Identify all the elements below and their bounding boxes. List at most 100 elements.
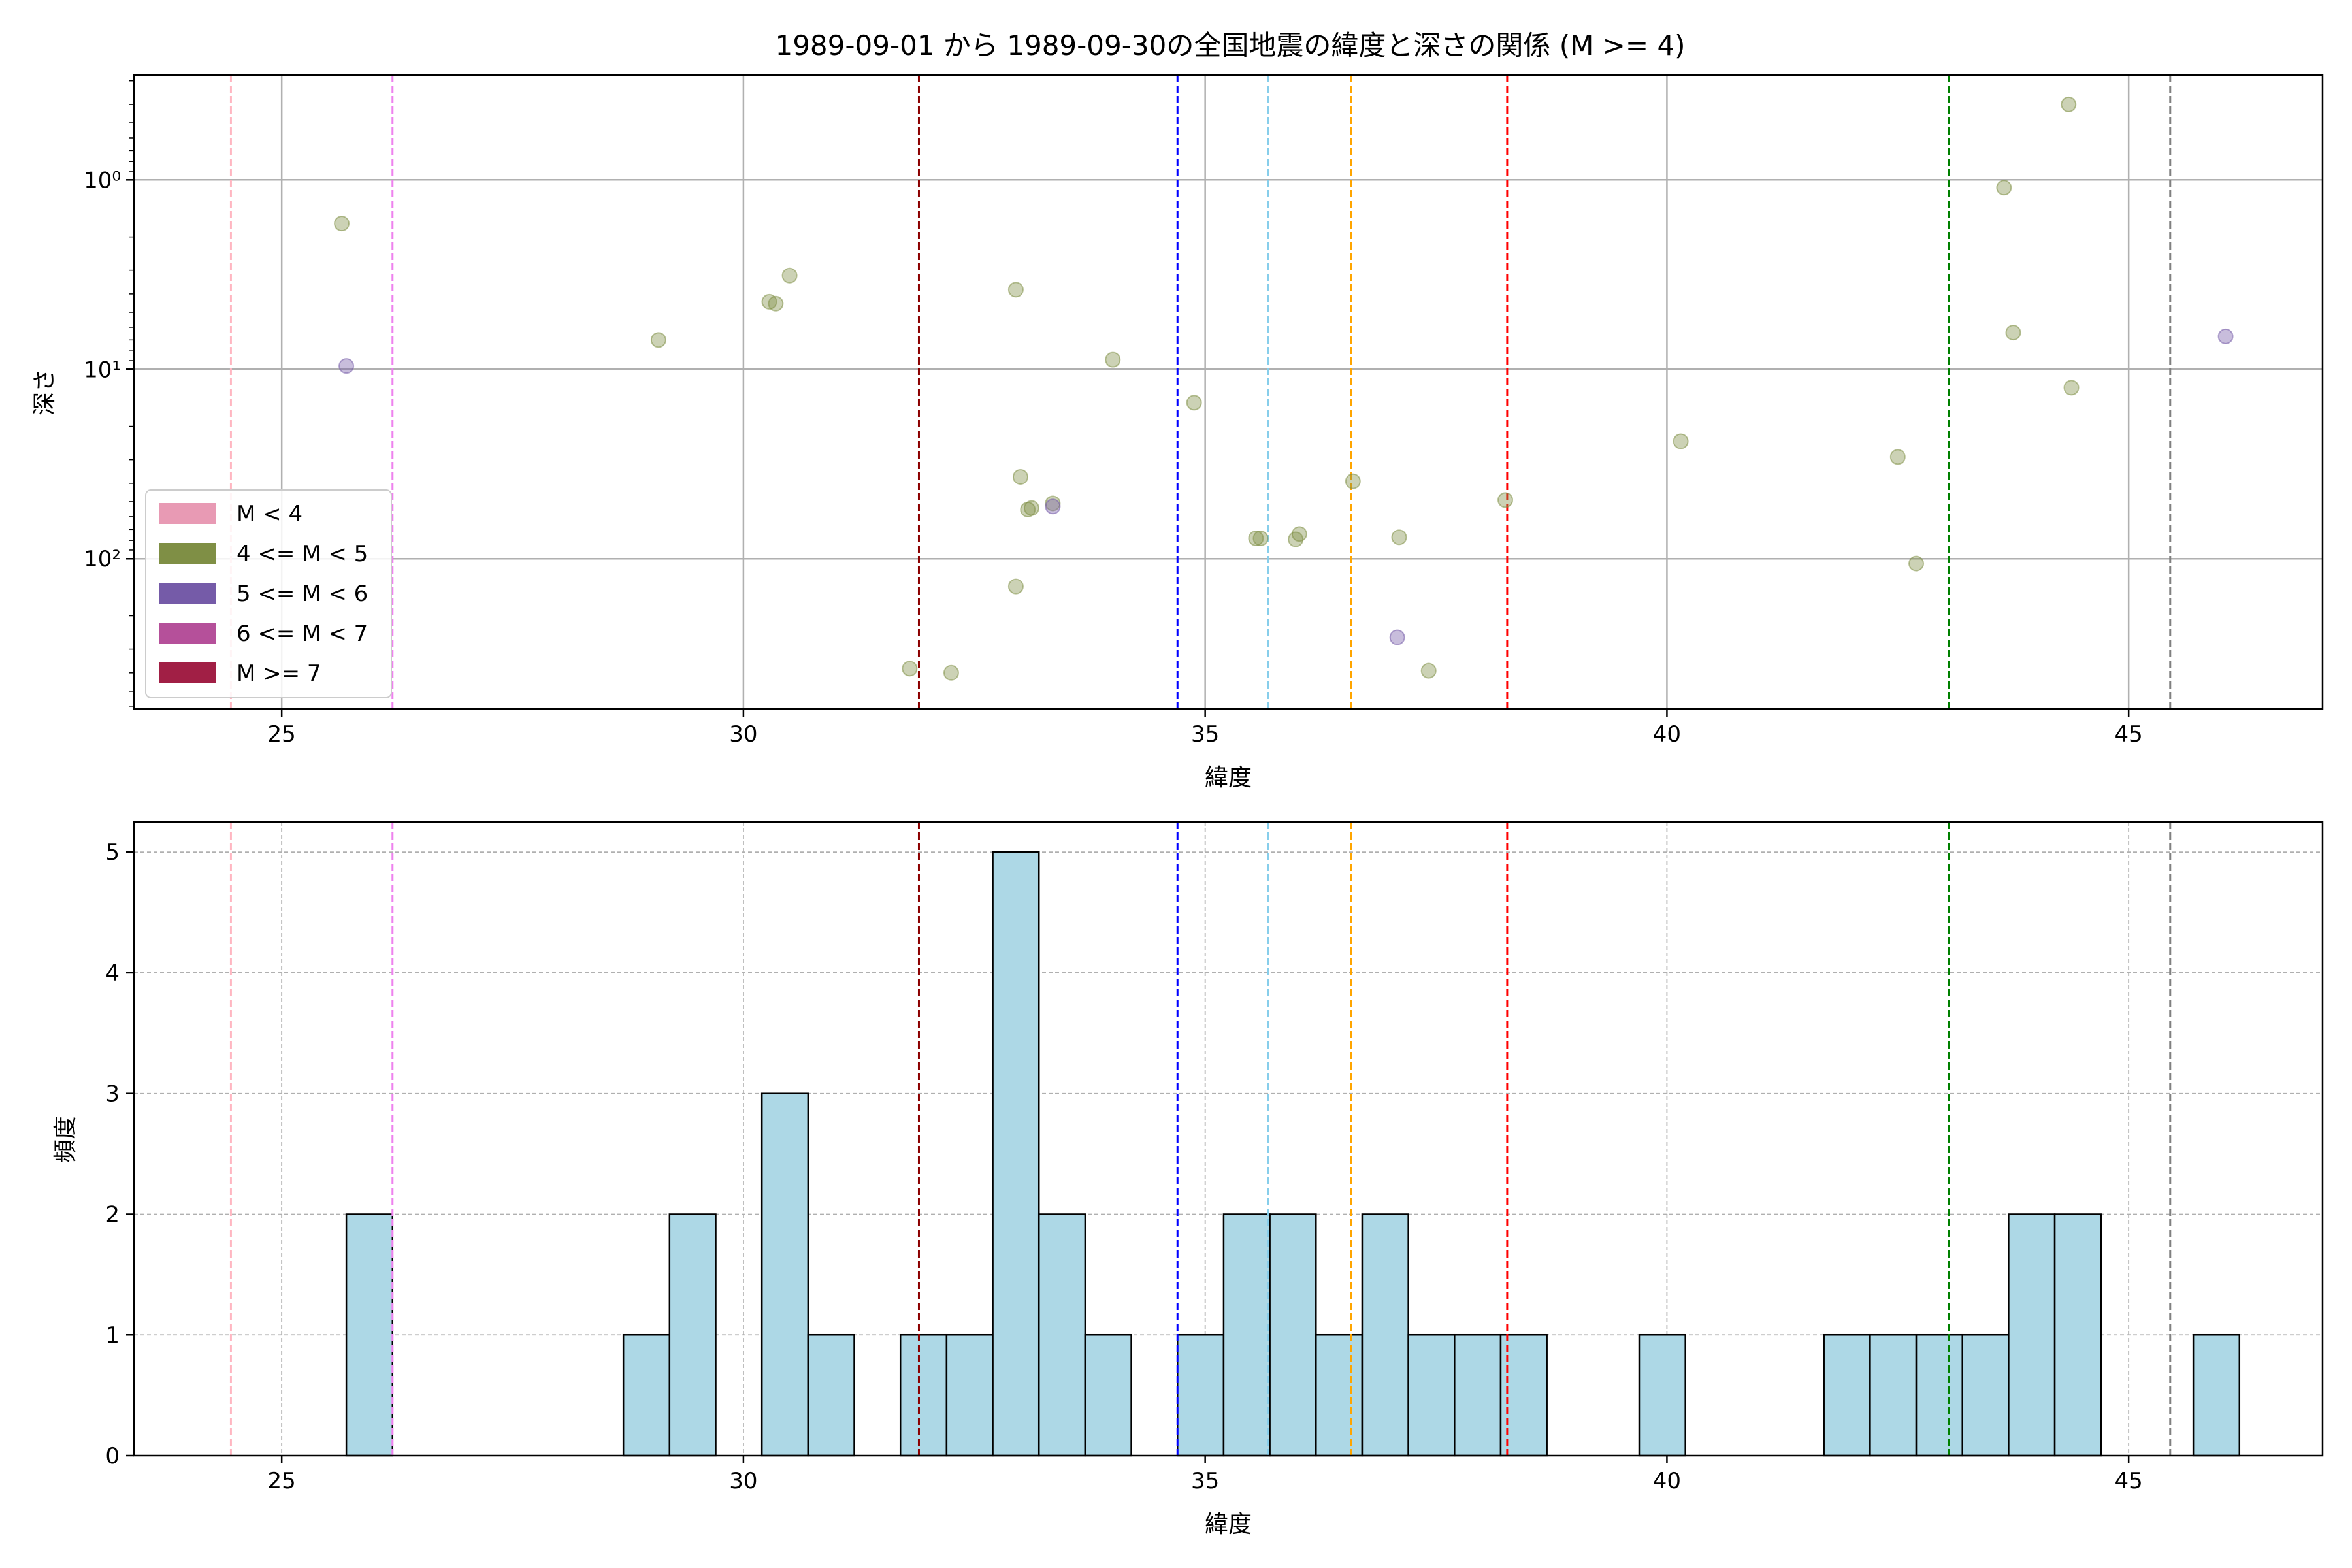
legend-label: 4 <= M < 5 — [237, 541, 368, 567]
histogram-bar — [1454, 1333, 1502, 1457]
scatter-point — [1252, 530, 1269, 546]
histogram-bar — [899, 1333, 948, 1457]
scatter-point — [2063, 380, 2080, 396]
histogram-y-tick-label: 5 — [105, 840, 120, 866]
scatter-points — [334, 96, 2234, 681]
histogram-x-axis-label: 緯度 — [1205, 1511, 1252, 1538]
figure-title: 1989-09-01 から 1989-09-30の全国地震の緯度と深さの関係 (… — [775, 29, 1685, 61]
scatter-y-ticks: 10⁰ 10¹ 10² — [84, 80, 134, 707]
scatter-point — [650, 332, 666, 348]
legend-label: 5 <= M < 6 — [237, 581, 368, 607]
scatter-point — [2061, 96, 2077, 112]
histogram-x-ticks: 25 30 35 40 45 — [268, 1456, 2143, 1494]
scatter-point — [1996, 180, 2012, 196]
legend-label: M >= 7 — [237, 661, 321, 687]
scatter-point — [1045, 498, 1061, 515]
scatter-point — [1012, 469, 1028, 485]
legend-swatch — [159, 623, 216, 644]
histogram-x-tick-label: 25 — [268, 1468, 296, 1494]
legend-swatch — [159, 503, 216, 524]
scatter-point — [1391, 529, 1407, 546]
histogram-bar — [1269, 1213, 1317, 1457]
scatter-point — [1673, 433, 1689, 449]
histogram-bar — [1869, 1333, 1918, 1457]
scatter-y-axis-label: 深さ — [31, 368, 58, 416]
histogram-bar — [760, 1092, 809, 1457]
histogram-bar — [622, 1333, 671, 1457]
scatter-point — [1291, 526, 1307, 542]
scatter-y-tick-label: 10² — [84, 546, 121, 572]
histogram-x-tick-label: 45 — [2115, 1468, 2143, 1494]
scatter-point — [1248, 530, 1264, 546]
histogram-y-tick-label: 3 — [105, 1081, 120, 1107]
histogram-bar — [1315, 1333, 1364, 1457]
histogram-x-tick-label: 35 — [1191, 1468, 1219, 1494]
histogram-bar — [992, 851, 1040, 1457]
scatter-x-axis-label: 緯度 — [1205, 764, 1252, 791]
scatter-point — [781, 267, 798, 284]
scatter-point — [1908, 555, 1925, 572]
histogram-bar — [807, 1333, 855, 1457]
scatter-point — [338, 358, 355, 374]
histogram-bar — [945, 1333, 994, 1457]
histogram-bar — [1961, 1333, 2010, 1457]
scatter-y-tick-label: 10¹ — [84, 357, 121, 383]
legend-label: M < 4 — [237, 501, 302, 527]
histogram-bar — [1823, 1333, 1871, 1457]
histogram-bar — [1361, 1213, 1409, 1457]
histogram-bar — [1037, 1213, 1086, 1457]
histogram-bar — [1177, 1333, 1225, 1457]
histogram-bar — [1407, 1333, 1456, 1457]
scatter-point — [768, 295, 784, 312]
histogram-y-tick-label: 4 — [105, 960, 120, 987]
scatter-point — [1023, 500, 1039, 516]
histogram-bar — [345, 1213, 394, 1457]
histogram-y-tick-label: 1 — [105, 1322, 120, 1348]
histogram-plot-frame — [133, 821, 2324, 1457]
scatter-point — [1389, 629, 1405, 645]
histogram-y-tick-label: 2 — [105, 1201, 120, 1228]
scatter-x-tick-label: 45 — [2115, 721, 2143, 747]
legend-box — [145, 489, 392, 698]
legend-label: 6 <= M < 7 — [237, 621, 368, 647]
histogram-bar — [1638, 1333, 1686, 1457]
legend-swatch — [159, 583, 216, 604]
histogram-reference-lines — [229, 822, 2172, 1456]
scatter-point — [1497, 492, 1514, 508]
scatter-x-tick-label: 25 — [268, 721, 296, 747]
scatter-legend: M < 4 4 <= M < 5 5 <= M < 6 6 <= M < 7 M >= … — [145, 489, 392, 698]
histogram-y-axis-label: 頻度 — [52, 1116, 79, 1163]
scatter-point — [943, 664, 959, 681]
scatter-plot-frame — [133, 74, 2324, 710]
scatter-grid — [134, 75, 2323, 709]
histogram-bar — [668, 1213, 717, 1457]
histogram-x-tick-label: 30 — [729, 1468, 757, 1494]
scatter-point — [902, 661, 918, 677]
scatter-point — [334, 216, 350, 232]
histogram-bar — [2053, 1213, 2102, 1457]
scatter-x-tick-label: 30 — [729, 721, 757, 747]
histogram-bar — [1915, 1333, 1963, 1457]
scatter-panel: 25 30 35 40 45 10⁰ 10¹ 10² 緯度 深さ M < 4 4 <= M <… — [31, 74, 2324, 791]
histogram-bars — [345, 851, 2241, 1457]
scatter-point — [1007, 282, 1024, 298]
histogram-x-tick-label: 40 — [1653, 1468, 1681, 1494]
scatter-point — [1186, 395, 1202, 411]
legend-swatch — [159, 543, 216, 564]
histogram-bar — [1084, 1333, 1132, 1457]
scatter-point — [2217, 328, 2234, 344]
histogram-y-ticks: 0 1 2 3 4 5 — [105, 840, 134, 1469]
histogram-bar — [2192, 1333, 2241, 1457]
scatter-point — [1420, 662, 1437, 679]
scatter-x-ticks: 25 30 35 40 45 — [268, 709, 2143, 747]
scatter-point — [1889, 449, 1906, 465]
scatter-point — [1105, 351, 1121, 368]
scatter-x-tick-label: 35 — [1191, 721, 1219, 747]
histogram-bar — [1222, 1213, 1271, 1457]
scatter-reference-lines — [229, 75, 2172, 709]
legend-swatch — [159, 662, 216, 683]
scatter-y-tick-label: 10⁰ — [84, 167, 121, 193]
scatter-point — [1345, 473, 1361, 489]
